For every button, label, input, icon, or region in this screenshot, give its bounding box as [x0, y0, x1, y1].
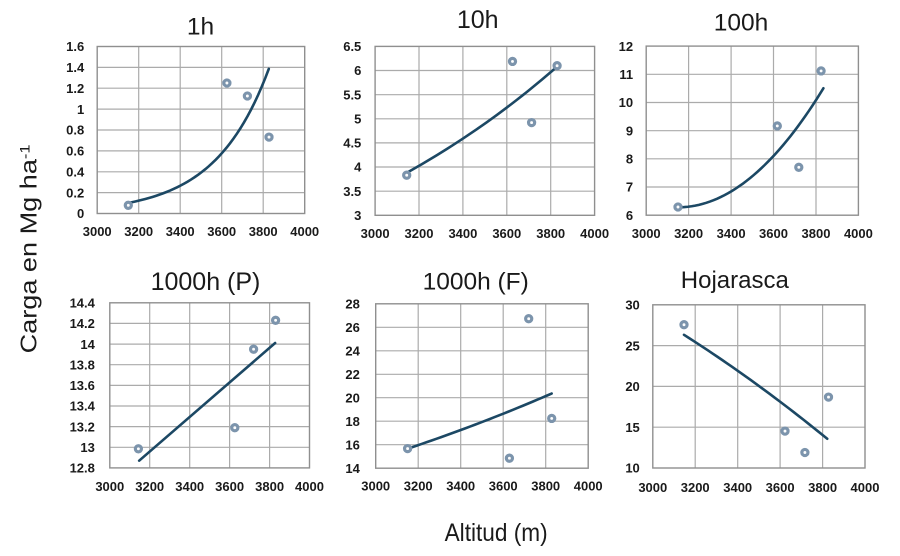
svg-text:3600: 3600: [207, 224, 236, 239]
svg-text:3000: 3000: [361, 479, 390, 494]
svg-text:0.6: 0.6: [66, 144, 84, 159]
svg-text:3000: 3000: [83, 224, 112, 239]
svg-text:15: 15: [625, 420, 639, 435]
svg-text:3200: 3200: [674, 226, 703, 241]
svg-text:3400: 3400: [448, 226, 477, 241]
svg-text:3200: 3200: [135, 479, 164, 494]
svg-text:14: 14: [80, 337, 95, 352]
svg-text:13.2: 13.2: [70, 419, 95, 434]
svg-text:4000: 4000: [851, 480, 880, 495]
svg-text:6: 6: [354, 63, 361, 78]
svg-text:8: 8: [626, 152, 633, 167]
svg-text:3200: 3200: [681, 480, 710, 495]
svg-text:Altitud (m): Altitud (m): [445, 519, 548, 547]
svg-text:14.4: 14.4: [70, 296, 96, 311]
svg-text:3200: 3200: [404, 479, 433, 494]
svg-text:0.4: 0.4: [66, 164, 85, 179]
svg-text:3600: 3600: [759, 226, 788, 241]
svg-text:22: 22: [345, 367, 359, 382]
svg-text:3800: 3800: [808, 480, 837, 495]
svg-text:9: 9: [626, 123, 633, 138]
svg-text:3400: 3400: [175, 479, 204, 494]
svg-text:14: 14: [345, 461, 360, 476]
svg-text:13.6: 13.6: [70, 378, 95, 393]
svg-text:11: 11: [619, 67, 633, 82]
svg-text:3600: 3600: [215, 479, 244, 494]
svg-text:3800: 3800: [536, 226, 565, 241]
svg-text:4: 4: [354, 160, 362, 175]
svg-text:1.2: 1.2: [66, 81, 84, 96]
svg-text:3800: 3800: [249, 224, 278, 239]
svg-text:3000: 3000: [361, 226, 390, 241]
svg-text:3800: 3800: [255, 479, 284, 494]
svg-text:4000: 4000: [580, 226, 609, 241]
svg-text:20: 20: [625, 379, 639, 394]
svg-text:4.5: 4.5: [343, 136, 361, 151]
svg-text:0.2: 0.2: [66, 185, 84, 200]
svg-text:4000: 4000: [844, 226, 873, 241]
svg-text:13.8: 13.8: [70, 357, 95, 372]
svg-text:1.4: 1.4: [66, 60, 85, 75]
svg-text:3400: 3400: [717, 226, 746, 241]
svg-text:1: 1: [77, 102, 84, 117]
svg-text:100h: 100h: [714, 9, 769, 36]
svg-text:3400: 3400: [723, 480, 752, 495]
svg-text:0.8: 0.8: [66, 123, 84, 138]
svg-text:1000h (F): 1000h (F): [423, 269, 529, 296]
svg-text:3200: 3200: [124, 224, 153, 239]
svg-text:3200: 3200: [405, 226, 434, 241]
svg-text:3.5: 3.5: [343, 184, 361, 199]
svg-text:28: 28: [345, 297, 359, 312]
svg-text:7: 7: [626, 180, 633, 195]
svg-text:26: 26: [345, 320, 359, 335]
svg-text:16: 16: [345, 437, 359, 452]
svg-text:10: 10: [619, 95, 633, 110]
svg-text:12.8: 12.8: [70, 461, 95, 476]
svg-text:1h: 1h: [187, 14, 214, 41]
svg-text:24: 24: [345, 344, 360, 359]
svg-text:5.5: 5.5: [343, 87, 361, 102]
svg-text:3400: 3400: [166, 224, 195, 239]
svg-text:1.6: 1.6: [66, 39, 84, 54]
svg-text:13: 13: [80, 440, 94, 455]
svg-text:3400: 3400: [446, 479, 475, 494]
svg-text:4000: 4000: [574, 479, 603, 494]
svg-text:3800: 3800: [531, 479, 560, 494]
svg-text:14.2: 14.2: [70, 316, 95, 331]
svg-text:4000: 4000: [290, 224, 319, 239]
svg-text:13.4: 13.4: [70, 399, 96, 414]
svg-text:1000h (P): 1000h (P): [151, 268, 261, 296]
svg-text:0: 0: [77, 206, 84, 221]
svg-text:4000: 4000: [295, 479, 324, 494]
svg-text:10: 10: [625, 461, 639, 476]
svg-text:3000: 3000: [638, 480, 667, 495]
svg-text:6: 6: [626, 208, 633, 223]
svg-text:3: 3: [354, 208, 361, 223]
svg-text:5: 5: [354, 112, 361, 127]
svg-text:3600: 3600: [492, 226, 521, 241]
svg-text:6.5: 6.5: [343, 39, 361, 54]
svg-text:10h: 10h: [457, 6, 499, 34]
svg-text:20: 20: [345, 390, 359, 405]
svg-text:Carga en Mg ha-1: Carga en Mg ha-1: [16, 144, 42, 353]
svg-text:Hojarasca: Hojarasca: [681, 267, 790, 294]
svg-text:18: 18: [345, 414, 359, 429]
svg-text:25: 25: [625, 338, 639, 353]
svg-text:3000: 3000: [632, 226, 661, 241]
svg-text:3800: 3800: [802, 226, 831, 241]
svg-text:3600: 3600: [489, 479, 518, 494]
svg-text:12: 12: [619, 39, 633, 54]
svg-text:30: 30: [625, 298, 639, 313]
svg-text:3600: 3600: [766, 480, 795, 495]
svg-text:3000: 3000: [95, 479, 124, 494]
